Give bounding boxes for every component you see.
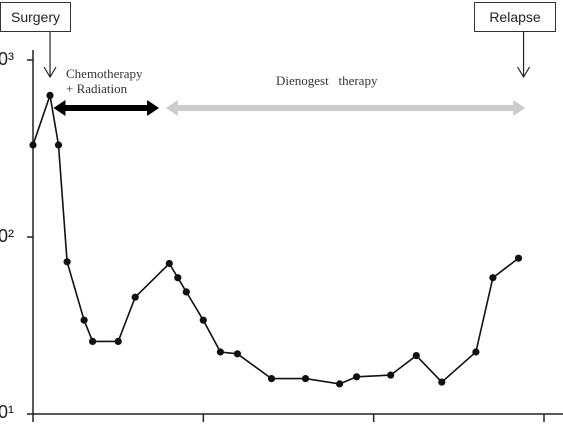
data-point [387, 371, 395, 379]
series-polyline [32, 95, 519, 385]
data-point [216, 348, 224, 356]
therapy-arrows [43, 32, 531, 116]
data-point [472, 348, 480, 356]
y-tick-label-1000: 0³ [0, 49, 15, 69]
data-point [54, 141, 63, 149]
relapse-label: Relapse [489, 9, 541, 25]
dienogest-arrow [165, 100, 526, 116]
data-point [489, 274, 497, 282]
y-tick-label-10: 0¹ [0, 402, 15, 422]
relapse-arrow-head [517, 66, 531, 79]
data-point [131, 293, 139, 301]
data-point [182, 288, 190, 296]
data-point [267, 375, 276, 383]
data-point [29, 141, 37, 149]
data-point [438, 378, 446, 386]
surgery-callout: Surgery [0, 2, 71, 32]
data-point [46, 91, 54, 99]
data-point [63, 258, 71, 266]
chemo-radiation-annotation: Chemotherapy + Radiation [66, 66, 143, 96]
chemo-label-line2: + Radiation [66, 81, 128, 96]
series-line [29, 91, 523, 388]
data-point [174, 274, 182, 282]
data-point [89, 337, 97, 345]
dienogest-annotation: Dienogest therapy [276, 73, 378, 88]
data-point [353, 373, 361, 381]
data-point [301, 375, 310, 383]
surgery-label: Surgery [10, 9, 61, 25]
relapse-callout: Relapse [474, 2, 556, 32]
data-point [233, 350, 241, 358]
data-point [199, 316, 207, 324]
data-point [80, 316, 88, 324]
surgery-arrow-head [43, 66, 57, 79]
chemo-radiation-arrow [53, 100, 160, 116]
chemo-label-line1: Chemotherapy [66, 66, 143, 81]
y-tick-label-100: 0² [0, 226, 15, 246]
axes [27, 50, 563, 422]
data-point [412, 352, 420, 360]
data-point [336, 380, 344, 388]
data-point [114, 337, 122, 345]
data-point [514, 254, 523, 262]
data-point [165, 259, 173, 268]
